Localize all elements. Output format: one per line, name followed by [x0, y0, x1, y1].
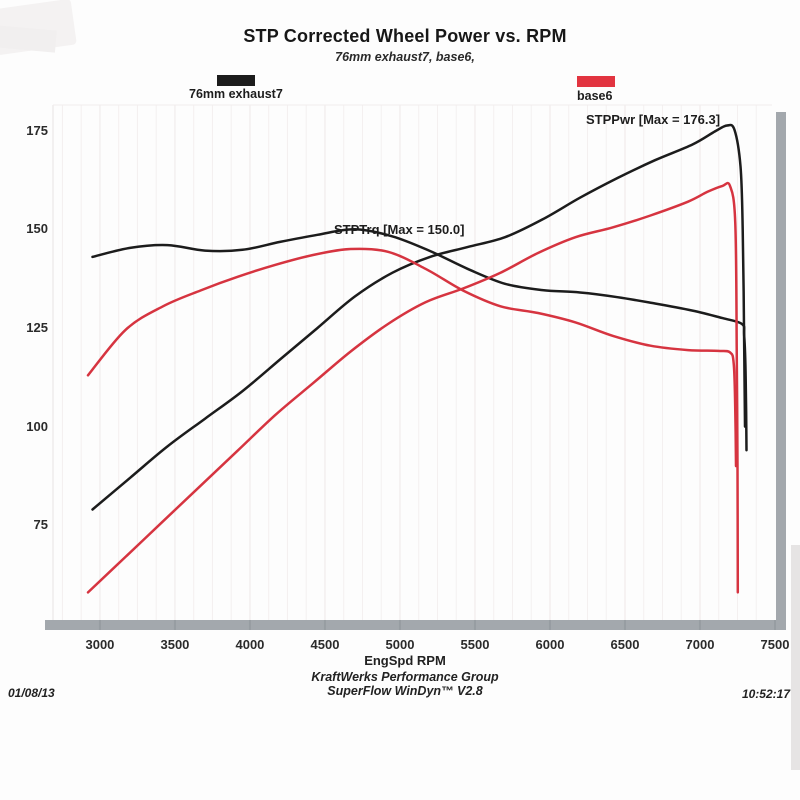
- x-axis-bar-tick: [548, 620, 551, 630]
- y-tick-label-75: 75: [33, 517, 48, 533]
- x-axis-bar-tick: [473, 620, 476, 630]
- curve-stptrq-base6: [86, 247, 738, 468]
- footer-organization: KraftWerks Performance Group: [311, 670, 499, 684]
- legend-label-76mm-exhaust7: 76mm exhaust7: [189, 87, 283, 101]
- chart-subtitle: 76mm exhaust7, base6,: [335, 50, 475, 64]
- x-tick-label-5000: 5000: [385, 637, 415, 652]
- curve-stppwr-76mm-exhaust7: [91, 123, 747, 511]
- x-axis-bar: [45, 620, 786, 630]
- x-axis-bar-tick: [398, 620, 401, 630]
- legend-swatch-base6: [577, 76, 615, 87]
- x-axis-bar-tick: [698, 620, 701, 630]
- y-tick-label-125: 125: [26, 319, 48, 335]
- x-axis-bar-tick: [323, 620, 326, 630]
- footer-software: SuperFlow WinDyn™ V2.8: [327, 684, 483, 698]
- y-tick-label-150: 150: [26, 221, 48, 237]
- y-tick-label-100: 100: [26, 418, 48, 434]
- legend-label-base6: base6: [577, 89, 613, 103]
- x-tick-label-3000: 3000: [85, 637, 115, 652]
- footer-date: 01/08/13: [8, 686, 55, 700]
- curve-stppwr-base6: [86, 181, 740, 594]
- torque-max-annotation: STPTrq [Max = 150.0]: [334, 222, 465, 237]
- x-axis-bar-tick: [248, 620, 251, 630]
- x-tick-label-6000: 6000: [535, 637, 565, 652]
- legend-swatch-76mm-exhaust7: [217, 75, 255, 86]
- x-axis-bar-tick: [173, 620, 176, 630]
- footer-time: 10:52:17: [741, 687, 790, 701]
- x-tick-label-7500: 7500: [760, 637, 790, 652]
- x-axis-bar-tick: [774, 620, 777, 630]
- x-tick-label-4000: 4000: [235, 637, 265, 652]
- x-tick-label-5500: 5500: [460, 637, 490, 652]
- x-tick-label-4500: 4500: [310, 637, 340, 652]
- x-tick-label-6500: 6500: [610, 637, 640, 652]
- chart-title: STP Corrected Wheel Power vs. RPM: [243, 26, 567, 46]
- x-axis-bar-tick: [98, 620, 101, 630]
- y-tick-label-175: 175: [26, 122, 48, 138]
- x-axis-title: EngSpd RPM: [364, 653, 446, 668]
- x-tick-label-7000: 7000: [685, 637, 715, 652]
- right-axis-bar: [776, 112, 786, 630]
- curve-stptrq-76mm-exhaust7: [91, 228, 748, 452]
- power-max-annotation: STPPwr [Max = 176.3]: [586, 112, 721, 127]
- x-tick-label-3500: 3500: [160, 637, 190, 652]
- x-axis-bar-tick: [623, 620, 626, 630]
